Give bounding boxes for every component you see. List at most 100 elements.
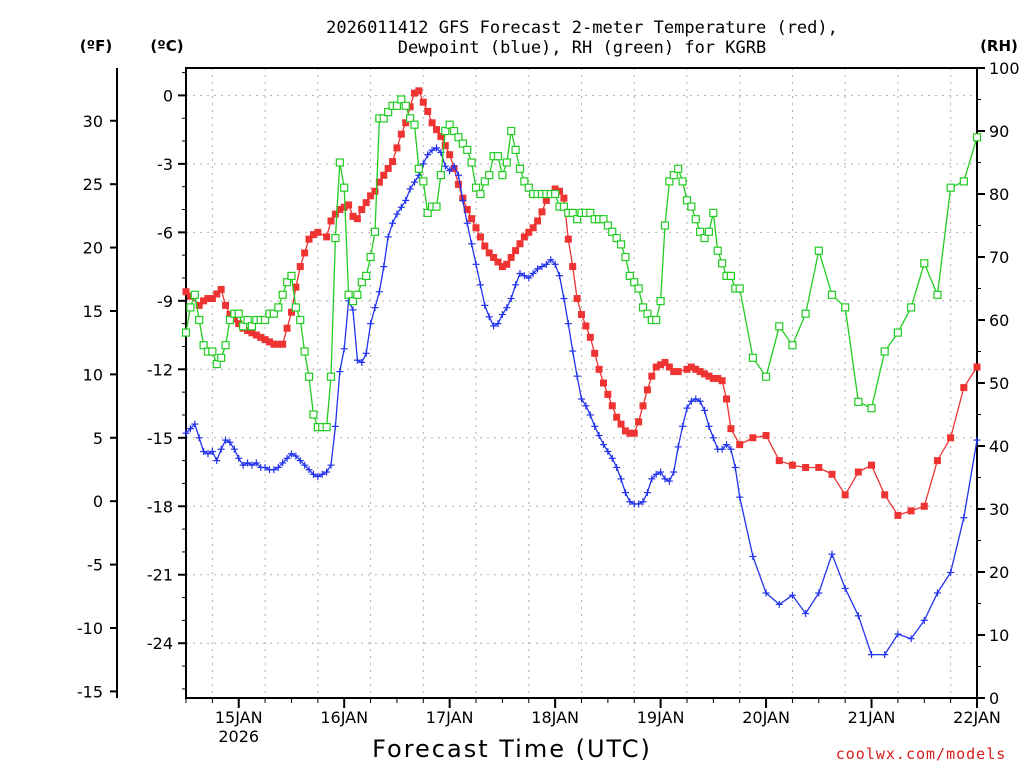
data-point [300, 347, 309, 356]
data-point [432, 126, 440, 134]
data-point [428, 119, 436, 127]
data-point [648, 372, 656, 380]
data-point [617, 475, 625, 483]
data-point [775, 457, 783, 465]
data-point [296, 457, 304, 465]
data-point [366, 252, 375, 262]
fahrenheit-tick-label: 30 [83, 112, 103, 131]
data-point [274, 463, 282, 471]
data-point [701, 406, 709, 414]
data-point [279, 459, 287, 467]
data-point [682, 196, 692, 205]
data-point [463, 219, 471, 227]
data-point [208, 447, 216, 455]
data-point [432, 144, 440, 152]
data-point [542, 260, 550, 268]
data-point [336, 368, 344, 376]
data-point [621, 427, 629, 435]
celsius-tick-label: -15 [147, 429, 173, 448]
data-point [616, 240, 626, 249]
data-point [802, 463, 810, 471]
data-point [454, 133, 463, 142]
data-point [656, 297, 665, 306]
data-point [643, 489, 651, 497]
data-point [679, 422, 687, 430]
data-point [393, 144, 401, 152]
data-point [709, 434, 717, 442]
chart-title-line-2: Dewpoint (blue), RH (green) for KGRB [398, 38, 766, 58]
rh-tick-label: 100 [989, 59, 1020, 78]
data-point [261, 463, 269, 471]
data-point [186, 425, 194, 433]
data-point [480, 177, 489, 186]
data-point [827, 290, 837, 299]
fahrenheit-axis-unit: (ºF) [80, 37, 112, 55]
data-point [868, 651, 876, 659]
grid-lines [186, 68, 977, 698]
data-point [604, 447, 612, 455]
data-point [213, 457, 221, 465]
data-point [384, 107, 393, 117]
data-point [230, 445, 238, 453]
data-point [626, 498, 634, 506]
data-point [920, 616, 928, 624]
data-point [226, 311, 234, 319]
data-point [502, 158, 511, 167]
data-point [788, 341, 797, 350]
data-point [595, 432, 603, 439]
data-point [283, 454, 291, 462]
data-point [226, 438, 234, 446]
data-point [762, 589, 770, 597]
data-point [327, 217, 335, 225]
data-point [669, 171, 678, 180]
data-point [854, 468, 862, 476]
data-point [428, 146, 436, 154]
data-point [195, 301, 203, 309]
data-point [670, 368, 678, 376]
data-point [304, 372, 314, 381]
data-point [709, 374, 717, 382]
rh-axis-unit: (RH) [980, 37, 1018, 55]
data-point [608, 402, 616, 410]
data-point [841, 303, 850, 312]
data-point [788, 591, 796, 599]
data-point [270, 340, 278, 348]
data-point [248, 461, 256, 469]
data-point [709, 208, 718, 217]
data-point [358, 358, 366, 366]
data-point [221, 341, 230, 350]
data-point [894, 630, 902, 638]
data-point [239, 322, 248, 331]
data-point [419, 177, 428, 186]
data-point [881, 651, 889, 659]
chart-title: 2026011412 GFS Forecast 2-meter Temperat… [326, 18, 838, 58]
data-point [524, 183, 533, 192]
data-point [217, 353, 226, 362]
rh-tick-label: 90 [989, 122, 1009, 141]
data-point [195, 315, 204, 325]
data-point [454, 180, 462, 188]
data-point [920, 502, 928, 510]
fahrenheit-tick-label: 10 [83, 365, 103, 384]
data-point [841, 491, 849, 499]
data-point [894, 511, 902, 519]
data-point [560, 295, 568, 303]
data-point [437, 132, 445, 140]
data-point [802, 610, 810, 618]
data-point [195, 434, 203, 442]
data-point [362, 199, 370, 207]
data-point [340, 203, 348, 211]
data-point [564, 320, 572, 328]
data-point [704, 227, 714, 236]
data-point [657, 468, 665, 476]
data-point [586, 208, 595, 217]
data-point [723, 441, 731, 449]
data-point [599, 441, 607, 449]
data-point [362, 271, 371, 280]
data-point [828, 470, 836, 478]
data-point [775, 322, 784, 331]
fahrenheit-tick-label: 5 [93, 429, 103, 448]
data-point [718, 259, 727, 268]
data-point [397, 130, 405, 138]
data-point [244, 327, 252, 334]
